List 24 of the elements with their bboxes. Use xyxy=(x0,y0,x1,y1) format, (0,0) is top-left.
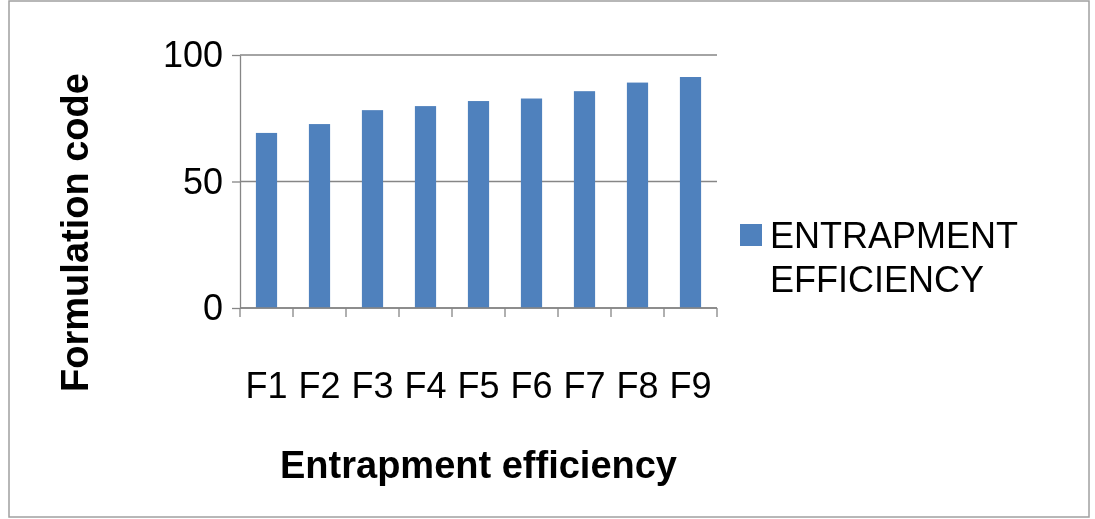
x-tick-label: F7 xyxy=(563,365,606,406)
bar xyxy=(520,98,543,308)
y-tick-label: 50 xyxy=(182,160,223,202)
bar xyxy=(573,91,596,308)
y-tick-label: 100 xyxy=(162,34,223,76)
bar xyxy=(626,82,649,308)
x-tick-label: F4 xyxy=(404,365,447,406)
y-axis-title: Formulation code xyxy=(54,73,96,392)
x-tick-label: F5 xyxy=(457,365,500,406)
bar xyxy=(414,106,437,308)
x-tick-label: F1 xyxy=(245,365,288,406)
x-tick-label: F6 xyxy=(510,365,553,406)
bar xyxy=(467,101,490,308)
y-tick-label: 0 xyxy=(202,287,223,329)
x-tick-label: F9 xyxy=(669,365,712,406)
x-tick-label: F2 xyxy=(298,365,341,406)
x-axis-title: Entrapment efficiency xyxy=(280,444,677,486)
bar xyxy=(255,132,278,308)
bar xyxy=(308,124,331,308)
bar xyxy=(679,77,702,308)
bar xyxy=(361,110,384,308)
legend-label: ENTRAPMENT EFFICIENCY xyxy=(770,215,1019,300)
x-tick-label: F3 xyxy=(351,365,394,406)
x-tick-label: F8 xyxy=(616,365,659,406)
